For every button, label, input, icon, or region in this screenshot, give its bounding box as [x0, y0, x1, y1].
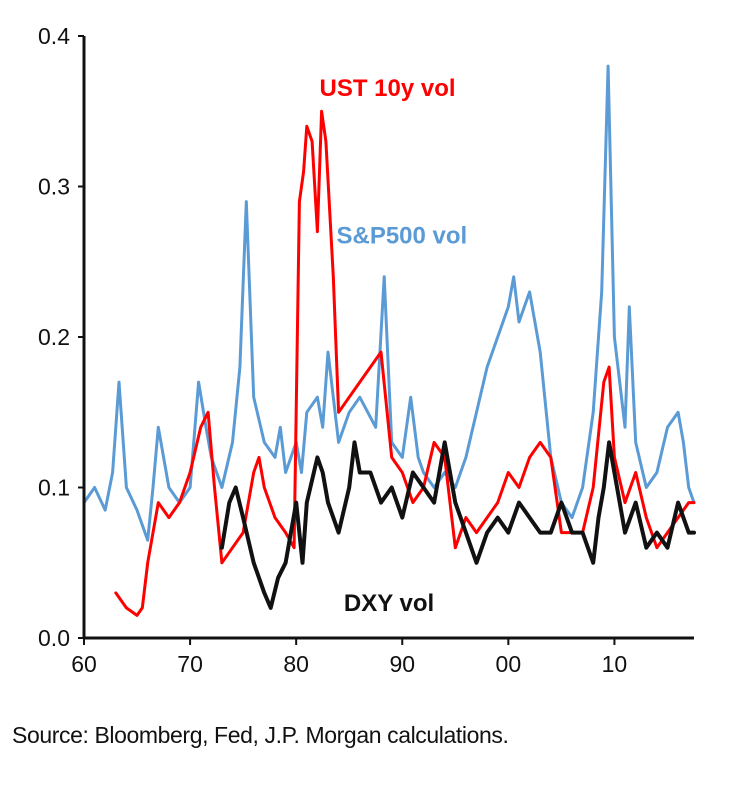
series-line-s-p500-vol: [82, 64, 696, 542]
line-chart: 0.0 0.1 0.2 0.3 0.4 60 70 80 90 00 10 UST 10y vol S&…: [38, 23, 696, 677]
series-label-ust-10y-vol: UST 10y vol: [320, 75, 456, 102]
x-tick-label: 60: [71, 651, 97, 677]
y-tick-label: 0.4: [38, 23, 70, 49]
y-tick-label: 0.0: [38, 625, 70, 651]
y-tick-label: 0.1: [38, 475, 70, 501]
series-line-dxy-vol: [219, 440, 696, 610]
series-label-dxy-vol: DXY vol: [344, 590, 434, 617]
x-tick-label: 70: [177, 651, 203, 677]
x-tick-label: 00: [496, 651, 522, 677]
series-line-ust-10y-vol: [114, 109, 696, 617]
x-tick-label: 90: [389, 651, 415, 677]
x-tick-label: 80: [283, 651, 309, 677]
y-tick-label: 0.2: [38, 324, 70, 350]
x-tick-label: 10: [602, 651, 628, 677]
y-tick-label: 0.3: [38, 174, 70, 200]
source-note: Source: Bloomberg, Fed, J.P. Morgan calc…: [12, 722, 509, 748]
series-label-s-p500-vol: S&P500 vol: [336, 223, 467, 250]
